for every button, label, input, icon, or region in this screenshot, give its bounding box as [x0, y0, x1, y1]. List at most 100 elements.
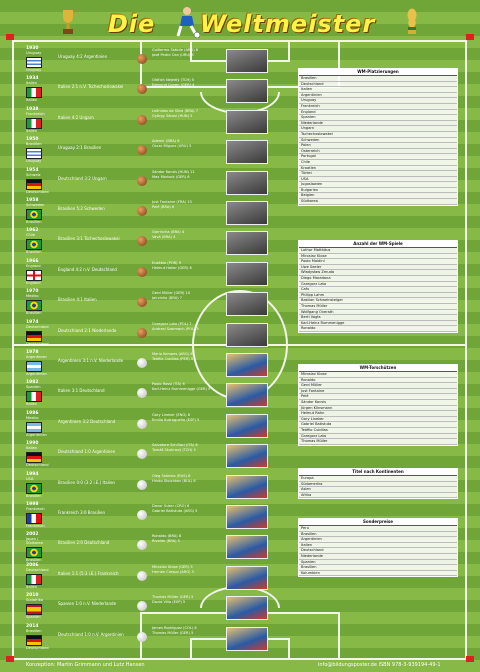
- scorer-entry: Gary Lineker (ENG) 6: [152, 412, 190, 417]
- winner-label: Uruguay: [26, 159, 42, 164]
- football-icon: [137, 145, 147, 156]
- final-result: Brasilien 3:1 Tschechoslowakei: [58, 236, 136, 270]
- winner-flag-icon: [26, 330, 42, 342]
- table-row: Thomas Müller: [299, 304, 457, 310]
- table-row: Brasilien: [299, 532, 457, 538]
- table-row: Schweden: [299, 138, 457, 144]
- final-result: Deutschland 1:0 Argentinien: [58, 449, 136, 483]
- table-row: Helmut Rahn: [299, 411, 457, 417]
- table-row: Argentinien: [299, 537, 457, 543]
- top-scorers: Grzegorz Lato (POL) 7 Andrzej Szarmach (P…: [152, 322, 220, 356]
- host-label: Schweden: [26, 203, 45, 207]
- table-row: Belgien: [299, 193, 457, 200]
- table-row: Ungarn: [299, 126, 457, 132]
- corner-flag-top-left: [6, 34, 14, 40]
- stats-table: WM-Platzierungen Brasilien Deutschland Ital…: [298, 68, 458, 206]
- host-label: Uruguay: [26, 51, 42, 55]
- table-title: Sonderpreise: [299, 519, 457, 526]
- table-row: Deutschland: [299, 548, 457, 554]
- winner-flag-icon: [26, 209, 42, 220]
- winner-flag-icon: [26, 87, 42, 99]
- football-icon: [137, 570, 147, 581]
- table-row: Thomas Müller: [299, 439, 457, 445]
- top-scorers: Ronaldo (BRA) 8 Rivaldo (BRA) 5: [152, 534, 220, 568]
- table-cell-label: Südamerika: [301, 481, 323, 486]
- table-row: Gerd Müller: [299, 383, 457, 389]
- host-label: Mexiko: [26, 294, 39, 299]
- final-score-line: Deutschland 3:2 Ungarn: [58, 175, 107, 181]
- table-row: Türkei: [299, 171, 457, 177]
- scorer-entry: Helmut Haller (GER) 6: [152, 265, 192, 270]
- tournament-year-cell: 2002 Japan / Südkorea Brasilien: [26, 532, 54, 566]
- scorer-entry: Teófilo Cubillas (PER) 5: [152, 357, 194, 361]
- football-icon: [137, 418, 147, 429]
- final-result: Spanien 1:0 n.V. Niederlande: [58, 601, 136, 635]
- table-row: Bulgarien: [299, 188, 457, 194]
- final-result: Deutschland 2:1 Niederlande: [58, 328, 136, 362]
- table-cell-label: Paolo Maldini: [301, 259, 325, 264]
- host-label: Brasilien: [26, 628, 42, 633]
- team-photo: [226, 170, 268, 195]
- year-label: 1966: [26, 258, 39, 264]
- host-label: Italien: [26, 446, 38, 451]
- top-scorers: Eusébio (POR) 9 Helmut Haller (GER) 6: [152, 261, 220, 295]
- table-cell-label: Gabriel Batistuta: [301, 422, 332, 427]
- year-label: 1950: [26, 137, 39, 143]
- table-cell-label: Teófilo Cubillas: [301, 427, 328, 432]
- team-photo: [226, 231, 268, 256]
- year-label: 2010: [26, 593, 39, 599]
- winner-flag-icon: [26, 178, 42, 190]
- table-title: WM-Platzierungen: [299, 69, 457, 76]
- table-row: Miroslav Klose: [299, 372, 457, 378]
- winner-label: Deutschland: [26, 341, 49, 346]
- final-result: Argentinien 3:1 n.V. Niederlande: [58, 358, 136, 392]
- table-cell-label: Niederlande: [301, 553, 323, 558]
- tournament-year-cell: 1950 Brasilien Uruguay: [26, 137, 54, 171]
- scorer-entry: Jairzinho (BRA) 7: [152, 296, 183, 301]
- football-icon: [137, 175, 147, 186]
- final-result: Frankreich 3:0 Brasilien: [58, 510, 136, 544]
- scorer-entry: Max Morlock (GER) 6: [152, 174, 190, 179]
- team-photo: [226, 109, 268, 134]
- table-cell-label: Berti Vogts: [301, 315, 321, 320]
- table-cell-label: Afrika: [301, 492, 312, 497]
- table-row: Jugoslawien: [299, 182, 457, 188]
- final-score-line: Argentinien 3:2 Deutschland: [58, 418, 116, 424]
- host-label: Südafrika: [26, 598, 44, 603]
- table-cell-label: Miroslav Klose: [301, 372, 327, 376]
- table-cell-label: Ronaldo: [301, 377, 316, 382]
- top-scorers: Ademir (BRA) 8 Óscar Míguez (URU) 5: [152, 139, 220, 173]
- table-row: England: [299, 110, 457, 116]
- winner-flag-icon: [26, 634, 42, 646]
- tournament-year-cell: 1986 Mexiko Argentinien: [26, 411, 54, 445]
- final-result: Brasilien 5:2 Schweden: [58, 206, 136, 240]
- tournament-year-cell: 1938 Frankreich Italien: [26, 107, 54, 141]
- table-cell-label: Türkei: [301, 171, 312, 176]
- year-label: 1958: [26, 198, 39, 203]
- final-score-line: Deutschland 1:0 Argentinien: [58, 449, 116, 455]
- football-icon: [137, 479, 147, 490]
- scorer-entry: Leônidas da Silva (BRA) 7: [152, 108, 199, 113]
- winner-label: Italien: [26, 584, 38, 589]
- football-icon: [137, 601, 147, 612]
- top-scorers: Gerd Müller (GER) 10 Jairzinho (BRA) 7: [152, 291, 220, 325]
- table-cell-label: Chile: [301, 159, 310, 164]
- table-title: Anzahl der WM-Spiele: [299, 241, 457, 248]
- tournament-year-cell: 1966 England England: [26, 259, 54, 293]
- table-cell-label: Grzegorz Lato: [301, 433, 327, 438]
- final-score-line: Uruguay 4:2 Argentinien: [58, 54, 108, 59]
- tournament-year-cell: 1934 Italien Italien: [26, 76, 54, 110]
- scorer-entry: Hernán Crespo (ARG) 3: [152, 569, 194, 574]
- pitch-border: [12, 40, 467, 660]
- winner-flag-icon: [26, 269, 42, 281]
- football-icon: [137, 54, 147, 64]
- team-photo: [226, 505, 268, 529]
- table-row: Tschechoslowakei: [299, 132, 457, 138]
- table-cell-label: Spanien: [301, 559, 316, 564]
- host-label: Deutschland: [26, 324, 49, 329]
- tournament-year-cell: 2006 Deutschland Italien: [26, 563, 54, 597]
- scorer-entry: Edmund Conen (GER) 4: [152, 83, 195, 88]
- tournament-year-cell: 1998 Frankreich Frankreich: [26, 502, 54, 536]
- final-score-line: Brasilien 4:1 Italien: [58, 297, 97, 303]
- final-score-line: England 4:2 n.V. Deutschland: [58, 266, 117, 272]
